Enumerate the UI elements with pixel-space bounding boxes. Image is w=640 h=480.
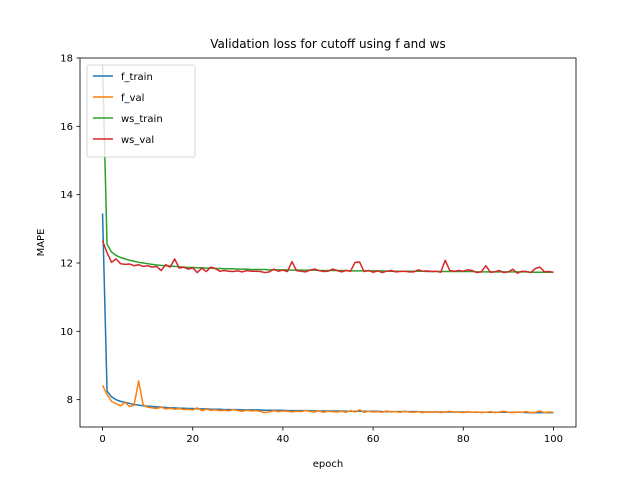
y-tick-label: 14 bbox=[60, 190, 73, 201]
plot-lines bbox=[101, 64, 554, 414]
x-tick-label: 0 bbox=[99, 434, 105, 445]
y-tick-label: 12 bbox=[60, 259, 73, 270]
x-tick-label: 40 bbox=[277, 434, 290, 445]
legend-label: f_val bbox=[121, 93, 144, 104]
series-line-ws-val bbox=[101, 240, 554, 274]
y-axis-label: MAPE bbox=[36, 229, 47, 257]
y-tick-label: 10 bbox=[60, 327, 73, 338]
plot-frame bbox=[79, 57, 577, 428]
x-tick-label: 60 bbox=[367, 434, 380, 445]
y-tick-label: 18 bbox=[60, 54, 73, 65]
y-axis: 8 10 12 14 16 18 bbox=[60, 54, 80, 406]
x-tick-label: 20 bbox=[186, 434, 199, 445]
series-line-f-val bbox=[101, 380, 554, 414]
x-axis-label: epoch bbox=[313, 459, 343, 470]
chart-title: Validation loss for cutoff using f and w… bbox=[210, 37, 445, 51]
y-tick-label: 16 bbox=[60, 122, 73, 133]
legend-label: ws_train bbox=[121, 114, 163, 125]
legend-label: ws_val bbox=[121, 135, 154, 146]
x-tick-label: 80 bbox=[457, 434, 470, 445]
legend: f_train f_val ws_train ws_val bbox=[86, 64, 196, 158]
series-line-f-train bbox=[101, 213, 554, 414]
legend-label: f_train bbox=[121, 72, 153, 83]
x-tick-label: 100 bbox=[544, 434, 563, 445]
y-tick-label: 8 bbox=[67, 395, 73, 406]
legend-box bbox=[86, 64, 196, 158]
x-axis: 0 20 40 60 80 100 bbox=[99, 427, 563, 445]
